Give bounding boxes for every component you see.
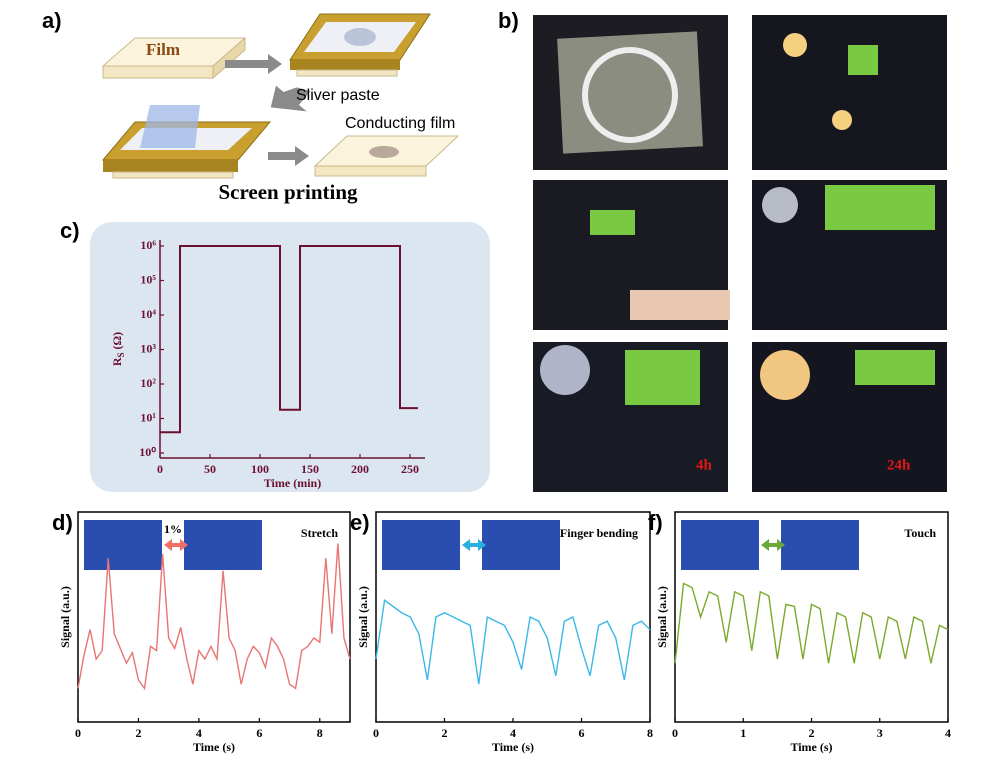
inset-arrow: [761, 539, 785, 551]
paste-label: Sliver paste: [296, 87, 380, 104]
y-tick-label: 10⁴: [140, 307, 156, 321]
y-tick-label: 10⁵: [140, 272, 156, 286]
x-axis-label: Time (s): [790, 740, 832, 754]
y-axis-label-part: (Ω): [110, 332, 124, 350]
inset-photo: [482, 520, 560, 570]
x-tick-label: 1: [740, 726, 746, 740]
inset-photo: [382, 520, 460, 570]
x-axis-label: Time (s): [492, 740, 534, 754]
y-axis-label-part: R: [110, 357, 124, 366]
x-tick-label: 200: [351, 462, 369, 476]
inset-photo: [681, 520, 759, 570]
data-line: [674, 582, 949, 664]
x-tick-label: 6: [256, 726, 262, 740]
x-tick-label: 2: [809, 726, 815, 740]
annotation: Finger bending: [560, 526, 638, 540]
x-tick-label: 0: [672, 726, 678, 740]
panel-label: b): [498, 8, 519, 33]
y-tick-label: 10¹: [140, 410, 156, 424]
panel-a-diagram: [101, 13, 460, 179]
y-axis-label: Signal (a.u.): [58, 586, 72, 648]
y-axis-label: Signal (a.u.): [655, 586, 669, 648]
panel-label: f): [648, 510, 663, 535]
x-tick-label: 50: [204, 462, 216, 476]
data-line: [375, 598, 651, 685]
x-tick-label: 0: [157, 462, 163, 476]
x-tick-label: 0: [373, 726, 379, 740]
conducting-label: Conducting film: [345, 115, 455, 132]
charts: c)0 50 100 150 200 25010⁰10¹10²10³10⁴10⁵10⁶Ti…: [52, 218, 951, 754]
y-tick-label: 10⁰: [139, 445, 156, 459]
y-tick-label: 10³: [140, 341, 156, 355]
x-tick-label: 8: [647, 726, 653, 740]
plot-frame: [77, 511, 351, 723]
x-tick-label: 250: [401, 462, 419, 476]
x-tick-label: 4: [945, 726, 951, 740]
y-axis-label: Signal (a.u.): [356, 586, 370, 648]
panel-label: c): [60, 218, 80, 243]
x-tick-label: 6: [579, 726, 585, 740]
x-tick-label: 2: [442, 726, 448, 740]
y-axis-label-part: Signal (a.u.): [356, 586, 370, 648]
film-label: Film: [146, 40, 180, 59]
y-axis-label: RS (Ω): [110, 332, 128, 366]
x-tick-label: 2: [135, 726, 141, 740]
x-tick-label: 100: [251, 462, 269, 476]
inset-photo: [781, 520, 859, 570]
x-tick-label: 4: [510, 726, 516, 740]
inset-arrow: [462, 539, 486, 551]
inset-photo: [184, 520, 262, 570]
inset-photo: [84, 520, 162, 570]
x-tick-label: 4: [196, 726, 202, 740]
inset-text: 1%: [164, 522, 182, 536]
y-tick-label: 10²: [140, 376, 156, 390]
panel-label: e): [350, 510, 370, 535]
x-tick-label: 3: [877, 726, 883, 740]
photos: [533, 15, 947, 492]
data-line: [160, 245, 418, 434]
x-axis-label: Time (s): [193, 740, 235, 754]
y-axis-label-part: Signal (a.u.): [58, 586, 72, 648]
x-axis-label: Time (min): [264, 476, 321, 490]
panel-c-background: [90, 222, 490, 492]
data-line: [77, 543, 351, 691]
inset-arrow: [164, 539, 188, 551]
x-tick-label: 8: [317, 726, 323, 740]
y-tick-label: 10⁶: [140, 238, 156, 252]
caption: Screen printing: [218, 180, 358, 204]
panel-label: d): [52, 510, 73, 535]
panel-label: a): [42, 8, 62, 33]
y-axis-label-part: Signal (a.u.): [655, 586, 669, 648]
y-axis-label-part: S: [116, 352, 126, 357]
annotation: Touch: [904, 526, 936, 540]
x-tick-label: 150: [301, 462, 319, 476]
photo-label: 24h: [887, 457, 911, 473]
x-tick-label: 0: [75, 726, 81, 740]
annotation: Stretch: [301, 526, 338, 540]
photo-label: 4h: [696, 457, 713, 473]
